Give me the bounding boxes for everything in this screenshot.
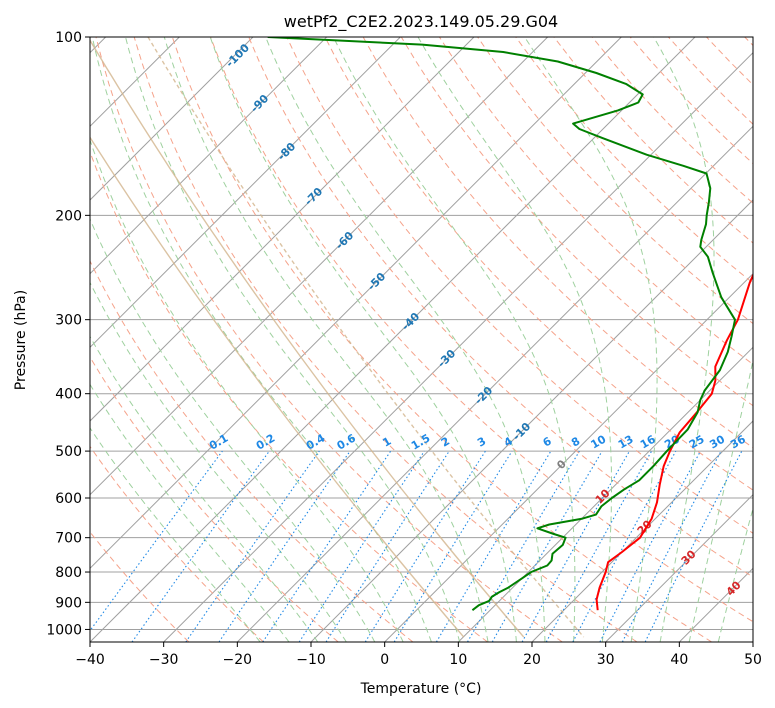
- x-tick-label: 50: [744, 652, 762, 668]
- x-tick-label: 0: [380, 652, 389, 668]
- isotherm-line: [605, 493, 753, 642]
- mixing-ratio-line: [262, 450, 392, 642]
- isotherm-line: [90, 37, 549, 496]
- mixing-ratio-line: [521, 450, 630, 642]
- x-tick-label: 20: [523, 652, 541, 668]
- mixing-ratio-line: [545, 450, 653, 642]
- y-axis-label: Pressure (hPa): [13, 290, 29, 390]
- dry-adiabat-line: [324, 37, 753, 491]
- y-tick-label: 200: [55, 208, 82, 224]
- y-tick-label: 300: [55, 313, 82, 329]
- isotherm-line: [163, 51, 753, 642]
- y-tick-label: 900: [55, 595, 82, 611]
- isotherm-line: [90, 37, 696, 642]
- y-tick-label: 100: [55, 30, 82, 46]
- y-tick-label: 700: [55, 531, 82, 547]
- x-tick-label: −30: [149, 652, 179, 668]
- moist-adiabat-line: [90, 217, 376, 642]
- moist-adiabat-line: [417, 37, 612, 642]
- isotherm-line: [90, 37, 401, 349]
- moist-adiabat-line: [90, 427, 261, 642]
- x-tick-label: −20: [223, 652, 253, 668]
- reference-curve: [90, 136, 465, 638]
- isotherm-line: [90, 37, 254, 201]
- moist-adiabat-line: [332, 37, 576, 642]
- isotherm-line: [457, 346, 753, 642]
- moist-adiabat-line: [717, 506, 753, 642]
- chart-title: wetPf2_C2E2.2023.149.05.29.G04: [284, 12, 558, 32]
- y-tick-label: 600: [55, 491, 82, 507]
- plot-frame: [89, 36, 754, 643]
- moist-adiabat-line: [265, 37, 546, 642]
- moist-adiabat-line: [125, 37, 461, 642]
- mixing-ratio-line: [185, 450, 320, 642]
- dewpoint-profile-line: [267, 37, 736, 611]
- x-tick-label: 40: [670, 652, 688, 668]
- isotherm-line: [236, 125, 753, 642]
- x-axis-label: Temperature (°C): [360, 681, 482, 697]
- moist-adiabat-line: [90, 281, 347, 642]
- dry-adiabat-line: [171, 37, 712, 642]
- axis-ticks: −40 −30 −20 −10 0 10 20 30 40 50 100 200 300 400 500 60…: [46, 30, 762, 668]
- moist-adiabat-line: [90, 383, 290, 642]
- moist-adiabat-line: [524, 37, 658, 642]
- isotherm-line: [531, 420, 753, 642]
- dry-adiabat-line: [95, 37, 563, 642]
- moist-adiabat-line: [653, 37, 715, 642]
- mixing-ratio-line: [218, 450, 351, 642]
- x-tick-label: −40: [75, 652, 105, 668]
- isotherm-line: [90, 37, 622, 570]
- moist-adiabat-line: [90, 138, 404, 642]
- moist-adiabat-line: [90, 335, 319, 642]
- moist-adiabat-line: [209, 37, 517, 642]
- x-tick-label: 10: [449, 652, 467, 668]
- y-tick-label: 800: [55, 565, 82, 581]
- temperature-profile-line: [595, 272, 753, 611]
- mixing-ratio-line: [325, 450, 450, 642]
- mixing-ratio-line: [572, 450, 677, 642]
- dry-adiabat-line: [90, 445, 264, 642]
- x-tick-label: 30: [597, 652, 615, 668]
- mixing-ratio-line: [644, 450, 743, 642]
- profile-lines: [267, 37, 753, 611]
- reference-curve: [147, 37, 585, 638]
- dry-adiabat-line: [286, 37, 753, 534]
- mixing-ratio-line: [90, 450, 223, 632]
- moist-adiabat-line: [163, 37, 489, 642]
- mixing-ratio-line: [393, 450, 513, 642]
- isotherm-line: [384, 272, 753, 642]
- isotherm-line: [90, 37, 475, 422]
- dry-adiabat-line: [90, 259, 414, 642]
- moist-adiabat-line: [91, 37, 432, 642]
- y-tick-label: 1000: [46, 622, 82, 638]
- mixing-ratio-line: [131, 450, 270, 642]
- isotherm-line: [90, 37, 328, 275]
- background-lines: [90, 37, 753, 642]
- x-tick-label: −10: [296, 652, 326, 668]
- moist-adiabat-line: [688, 358, 753, 642]
- reference-curve: [90, 38, 525, 638]
- dry-adiabat-line: [248, 37, 753, 578]
- dry-adiabat-line: [90, 356, 339, 642]
- mixing-ratio-line: [298, 450, 425, 642]
- y-tick-label: 400: [55, 387, 82, 403]
- dry-adiabat-line: [210, 37, 753, 623]
- y-tick-label: 500: [55, 444, 82, 460]
